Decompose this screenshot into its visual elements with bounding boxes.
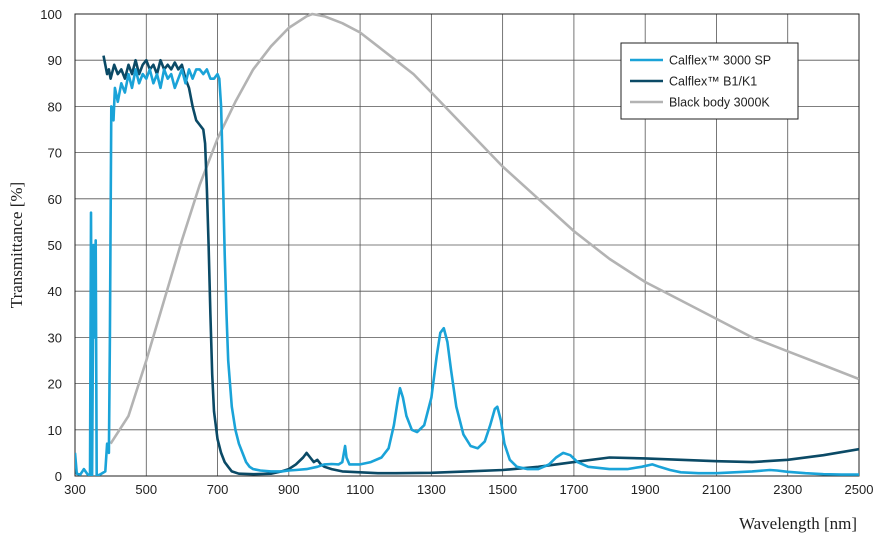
y-tick-label: 80 <box>48 99 62 114</box>
legend-label: Black body 3000K <box>669 96 770 110</box>
series-layer <box>75 12 859 476</box>
y-tick-label: 30 <box>48 330 62 345</box>
legend-label: Calflex™ B1/K1 <box>669 75 757 89</box>
series-line <box>109 12 859 445</box>
x-tick-label: 300 <box>64 482 86 497</box>
tick-labels: 300 500 700 900 1100 1300 1500 1700 1900 2100 2300… <box>40 7 873 497</box>
x-tick-label: 1500 <box>488 482 517 497</box>
x-tick-label: 2300 <box>773 482 802 497</box>
plot-frame <box>74 13 860 477</box>
y-tick-label: 10 <box>48 423 62 438</box>
legend-label: Calflex™ 3000 SP <box>669 54 771 68</box>
y-tick-label: 20 <box>48 377 62 392</box>
y-tick-label: 60 <box>48 192 62 207</box>
y-axis-label: Transmittance [%] <box>7 182 26 308</box>
y-tick-label: 50 <box>48 238 62 253</box>
y-tick-label: 100 <box>40 7 62 22</box>
x-tick-label: 1700 <box>559 482 588 497</box>
y-tick-label: 90 <box>48 53 62 68</box>
series-line <box>75 68 859 476</box>
x-tick-label: 500 <box>135 482 157 497</box>
legend: Calflex™ 3000 SP Calflex™ B1/K1 Black body… <box>620 42 799 120</box>
x-tick-label: 700 <box>207 482 229 497</box>
y-tick-label: 70 <box>48 146 62 161</box>
x-tick-label: 2100 <box>702 482 731 497</box>
y-tick-label: 40 <box>48 284 62 299</box>
x-tick-label: 1300 <box>417 482 446 497</box>
x-tick-label: 900 <box>278 482 300 497</box>
x-tick-label: 1100 <box>346 482 374 497</box>
x-axis-label: Wavelength [nm] <box>739 514 857 533</box>
x-tick-label: 2500 <box>845 482 874 497</box>
x-tick-label: 1900 <box>631 482 660 497</box>
y-tick-label: 0 <box>55 469 62 484</box>
series-line <box>102 55 859 476</box>
